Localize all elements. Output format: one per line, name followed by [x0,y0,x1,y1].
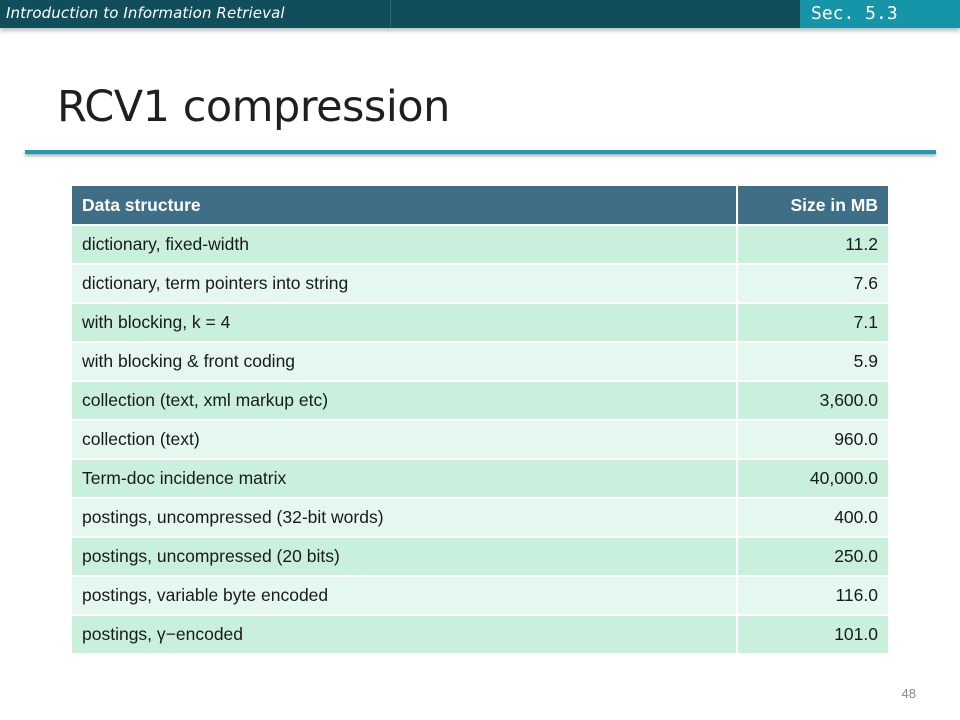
structure-cell: postings, uncompressed (20 bits) [72,537,737,577]
structure-cell: postings, uncompressed (32-bit words) [72,498,737,538]
size-cell: 116.0 [736,576,888,616]
table-row: with blocking & front coding 5.9 [72,342,888,382]
structure-cell: with blocking, k = 4 [72,303,737,343]
table-row: postings, γ−encoded 101.0 [72,615,888,655]
table-row: with blocking, k = 4 7.1 [72,303,888,343]
structure-cell: dictionary, term pointers into string [72,264,737,304]
header-bar: Introduction to Information Retrieval Se… [0,0,960,28]
compression-table: Data structure Size in MB dictionary, fi… [72,186,888,655]
table-body: dictionary, fixed-width 11.2 dictionary,… [72,225,888,655]
size-cell: 7.6 [736,264,888,304]
size-cell: 40,000.0 [736,459,888,499]
table-row: dictionary, fixed-width 11.2 [72,225,888,265]
structure-cell: Term-doc incidence matrix [72,459,737,499]
structure-cell: postings, variable byte encoded [72,576,737,616]
size-cell: 11.2 [736,225,888,265]
table-row: postings, variable byte encoded 116.0 [72,576,888,616]
header-divider [390,0,391,28]
table-row: collection (text) 960.0 [72,420,888,460]
structure-cell: collection (text) [72,420,737,460]
page-title: RCV1 compression [57,82,450,132]
size-cell: 7.1 [736,303,888,343]
column-header-size: Size in MB [736,186,888,226]
table-header-row: Data structure Size in MB [72,186,888,226]
structure-cell: with blocking & front coding [72,342,737,382]
page-number: 48 [901,686,916,701]
size-cell: 5.9 [736,342,888,382]
size-cell: 250.0 [736,537,888,577]
structure-cell: dictionary, fixed-width [72,225,737,265]
structure-cell: collection (text, xml markup etc) [72,381,737,421]
size-cell: 960.0 [736,420,888,460]
table-row: collection (text, xml markup etc) 3,600.… [72,381,888,421]
size-cell: 400.0 [736,498,888,538]
title-underline [25,150,936,154]
column-header-structure: Data structure [72,186,737,226]
table-row: postings, uncompressed (20 bits) 250.0 [72,537,888,577]
structure-cell: postings, γ−encoded [72,615,737,655]
course-title: Introduction to Information Retrieval [6,4,285,22]
table-row: Term-doc incidence matrix 40,000.0 [72,459,888,499]
section-badge: Sec. 5.3 [800,0,960,28]
table-row: postings, uncompressed (32-bit words) 40… [72,498,888,538]
table-row: dictionary, term pointers into string 7.… [72,264,888,304]
section-label: Sec. 5.3 [811,3,898,24]
size-cell: 3,600.0 [736,381,888,421]
size-cell: 101.0 [736,615,888,655]
